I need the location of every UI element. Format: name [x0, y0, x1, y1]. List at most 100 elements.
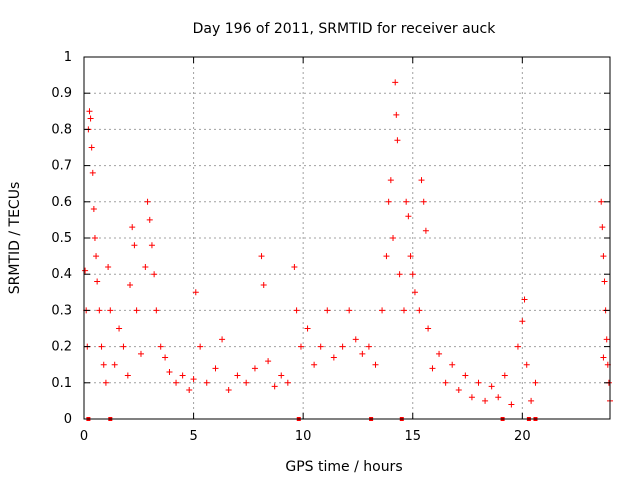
- data-point: [365, 343, 372, 350]
- data-point: [317, 343, 324, 350]
- data-point: [100, 361, 107, 368]
- data-point: [352, 336, 359, 343]
- data-point: [91, 235, 98, 241]
- y-tick-label: 0.1: [51, 376, 72, 391]
- data-point: [146, 216, 153, 223]
- data-point: [197, 343, 204, 350]
- y-tick-label: 0.4: [51, 267, 72, 282]
- data-point: [137, 350, 144, 357]
- data-point: [372, 361, 379, 368]
- data-point: [251, 365, 258, 372]
- data-point: [603, 336, 610, 343]
- data-point: [166, 368, 173, 375]
- data-point: [403, 198, 410, 205]
- data-point: [96, 307, 103, 314]
- data-point: [396, 271, 403, 278]
- data-point: [508, 401, 515, 408]
- data-point: [409, 271, 416, 278]
- y-tick-label: 1: [64, 50, 72, 65]
- grid-layer: [84, 57, 610, 419]
- data-point: [88, 144, 95, 151]
- data-point: [297, 343, 304, 350]
- data-point: [212, 365, 219, 372]
- data-point: [111, 361, 118, 368]
- data-point: [102, 379, 109, 386]
- data-point: [422, 227, 429, 234]
- data-point: [330, 354, 337, 361]
- chart-title: Day 196 of 2011, SRMTID for receiver auc…: [193, 21, 497, 37]
- y-tick-label: 0.3: [51, 303, 72, 318]
- x-tick-label: 0: [80, 429, 88, 444]
- data-point: [203, 379, 210, 386]
- y-tick-label: 0: [64, 412, 72, 427]
- data-point: [387, 177, 394, 184]
- data-point: [359, 350, 366, 357]
- data-point: [462, 372, 469, 379]
- y-tick-label: 0.6: [51, 195, 72, 210]
- x-tick-label: 20: [514, 429, 531, 444]
- data-point: [599, 224, 606, 231]
- data-point: [425, 325, 432, 332]
- data-point: [405, 213, 412, 220]
- data-point: [528, 397, 535, 404]
- data-point: [521, 296, 528, 303]
- data-point: [523, 361, 530, 368]
- y-tick-label: 0.2: [51, 340, 72, 355]
- data-point: [144, 198, 151, 205]
- data-point: [192, 289, 199, 296]
- y-tick-label: 0.5: [51, 231, 72, 246]
- data-point: [495, 394, 502, 401]
- data-point: [418, 177, 425, 184]
- data-point: [346, 307, 353, 314]
- data-point: [475, 379, 482, 386]
- data-point: [89, 169, 96, 176]
- data-point: [186, 387, 193, 394]
- data-point: [598, 198, 605, 205]
- data-point: [105, 263, 112, 270]
- data-point: [501, 372, 508, 379]
- data-point: [304, 325, 311, 332]
- x-tick-label: 15: [404, 429, 421, 444]
- x-axis-label: GPS time / hours: [285, 459, 402, 475]
- data-point: [411, 289, 418, 296]
- data-point: [385, 198, 392, 205]
- data-point: [153, 307, 160, 314]
- data-point: [157, 343, 164, 350]
- data-point: [420, 198, 427, 205]
- y-tick-label: 0.7: [51, 159, 72, 174]
- data-point: [482, 397, 489, 404]
- data-point: [436, 350, 443, 357]
- data-point: [173, 379, 180, 386]
- y-axis-label: SRMTID / TECUs: [7, 182, 23, 295]
- data-point: [468, 394, 475, 401]
- data-point: [400, 307, 407, 314]
- data-point: [293, 307, 300, 314]
- data-point: [519, 318, 526, 325]
- ticks-layer: 00.10.20.30.40.50.60.70.80.910 5 10 15 20: [51, 50, 610, 444]
- data-point: [455, 387, 462, 394]
- data-point: [394, 137, 401, 144]
- data-point: [271, 383, 278, 390]
- data-point: [93, 253, 100, 260]
- data-point: [442, 379, 449, 386]
- data-point: [87, 115, 94, 122]
- data-point: [90, 206, 97, 213]
- data-point: [190, 376, 197, 383]
- data-point: [311, 361, 318, 368]
- data-point: [219, 336, 226, 343]
- data-point: [148, 242, 155, 249]
- data-point: [133, 307, 140, 314]
- data-point: [383, 253, 390, 260]
- data-point: [260, 282, 267, 289]
- plot-frame: [83, 56, 611, 420]
- data-point: [532, 379, 539, 386]
- data-point: [407, 253, 414, 260]
- data-point: [392, 79, 399, 86]
- data-point: [339, 343, 346, 350]
- points-layer: [82, 79, 613, 421]
- data-point: [179, 372, 186, 379]
- data-point: [129, 224, 136, 231]
- data-point: [284, 379, 291, 386]
